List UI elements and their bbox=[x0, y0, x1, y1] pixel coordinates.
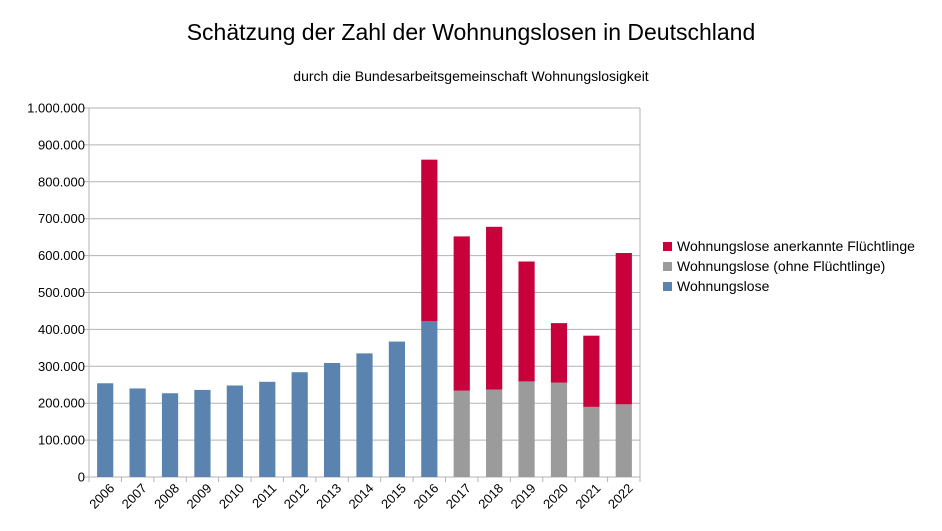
bar-2017-series-2 bbox=[453, 390, 470, 477]
legend: Wohnungslose anerkannte Flüchtlinge Wohnu… bbox=[663, 236, 915, 296]
y-tick-label: 800.000 bbox=[38, 174, 85, 189]
bar-2008-series-1 bbox=[161, 393, 179, 477]
x-tick-label: 2022 bbox=[605, 481, 636, 512]
x-tick-label: 2006 bbox=[86, 481, 117, 512]
x-tick-label: 2018 bbox=[475, 481, 506, 512]
x-tick-label: 2015 bbox=[378, 481, 409, 512]
y-tick-label: 600.000 bbox=[38, 248, 85, 263]
y-tick-label: 200.000 bbox=[38, 396, 85, 411]
y-tick-label: 1.000.000 bbox=[27, 101, 85, 116]
bar-2015-series-1 bbox=[388, 341, 406, 477]
x-tick-label: 2012 bbox=[281, 481, 312, 512]
x-tick-label: 2011 bbox=[249, 481, 279, 511]
bar-2020-series-3 bbox=[550, 323, 568, 383]
y-tick-label: 900.000 bbox=[38, 137, 85, 152]
bar-2019-series-3 bbox=[518, 261, 535, 382]
bar-2012-series-1 bbox=[291, 372, 308, 477]
x-tick-label: 2019 bbox=[508, 481, 539, 512]
x-tick-label: 2020 bbox=[540, 481, 571, 512]
bar-2021-series-2 bbox=[583, 406, 600, 477]
bar-2014-series-1 bbox=[356, 353, 373, 477]
legend-item: Wohnungslose (ohne Flüchtlinge) bbox=[663, 256, 915, 276]
legend-swatch bbox=[663, 261, 672, 271]
bars bbox=[97, 159, 632, 477]
bar-2009-series-1 bbox=[194, 389, 211, 477]
x-tick-label: 2008 bbox=[151, 481, 182, 512]
y-tick-label: 500.000 bbox=[38, 285, 85, 300]
bar-2016-series-3 bbox=[421, 159, 438, 322]
bar-2016-series-1 bbox=[421, 321, 438, 477]
legend-label: Wohnungslose bbox=[677, 278, 770, 294]
bar-2011-series-1 bbox=[259, 381, 276, 477]
legend-item: Wohnungslose bbox=[663, 276, 915, 296]
chart-title: Schätzung der Zahl der Wohnungslosen in … bbox=[186, 19, 756, 45]
bar-2018-series-2 bbox=[486, 389, 503, 477]
bar-2022-series-3 bbox=[615, 253, 632, 405]
y-tick-label: 300.000 bbox=[38, 359, 85, 374]
bar-2006-series-1 bbox=[97, 383, 114, 477]
chart-subtitle: durch die Bundesarbeitsgemeinschaft Wohn… bbox=[293, 68, 649, 84]
bar-2013-series-1 bbox=[323, 362, 341, 477]
axes bbox=[88, 108, 641, 482]
y-tick-label: 100.000 bbox=[38, 433, 85, 448]
x-tick-label: 2007 bbox=[119, 481, 150, 512]
x-tick-label: 2017 bbox=[443, 481, 474, 512]
legend-label: Wohnungslose (ohne Flüchtlinge) bbox=[677, 258, 886, 274]
bar-2007-series-1 bbox=[129, 388, 146, 477]
bar-2010-series-1 bbox=[226, 385, 243, 477]
legend-item: Wohnungslose anerkannte Flüchtlinge bbox=[663, 236, 915, 256]
x-tick-label: 2016 bbox=[410, 481, 441, 512]
x-tick-label: 2009 bbox=[184, 481, 215, 512]
x-tick-labels: 2006 2007 2008 2009 2010 2011 2012 2013 2014 2015… bbox=[86, 481, 636, 512]
legend-label: Wohnungslose anerkannte Flüchtlinge bbox=[677, 238, 915, 254]
bar-2017-series-3 bbox=[453, 236, 470, 391]
y-tick-labels: 0 100.000 200.000 300.000 400.000 500.000 600.… bbox=[27, 101, 85, 485]
x-tick-label: 2013 bbox=[313, 481, 344, 512]
bar-2018-series-3 bbox=[486, 226, 503, 390]
x-tick-label: 2010 bbox=[216, 481, 247, 512]
y-tick-label: 700.000 bbox=[38, 211, 85, 226]
legend-swatch bbox=[663, 241, 672, 251]
y-tick-label: 400.000 bbox=[38, 322, 85, 337]
bar-2021-series-3 bbox=[583, 335, 600, 407]
x-tick-label: 2021 bbox=[572, 481, 603, 512]
bar-2020-series-2 bbox=[550, 382, 568, 477]
y-tick-label: 0 bbox=[78, 470, 85, 485]
x-tick-label: 2014 bbox=[346, 481, 377, 512]
bar-2019-series-2 bbox=[518, 381, 535, 477]
legend-swatch bbox=[663, 281, 672, 291]
bar-2022-series-2 bbox=[615, 404, 632, 477]
